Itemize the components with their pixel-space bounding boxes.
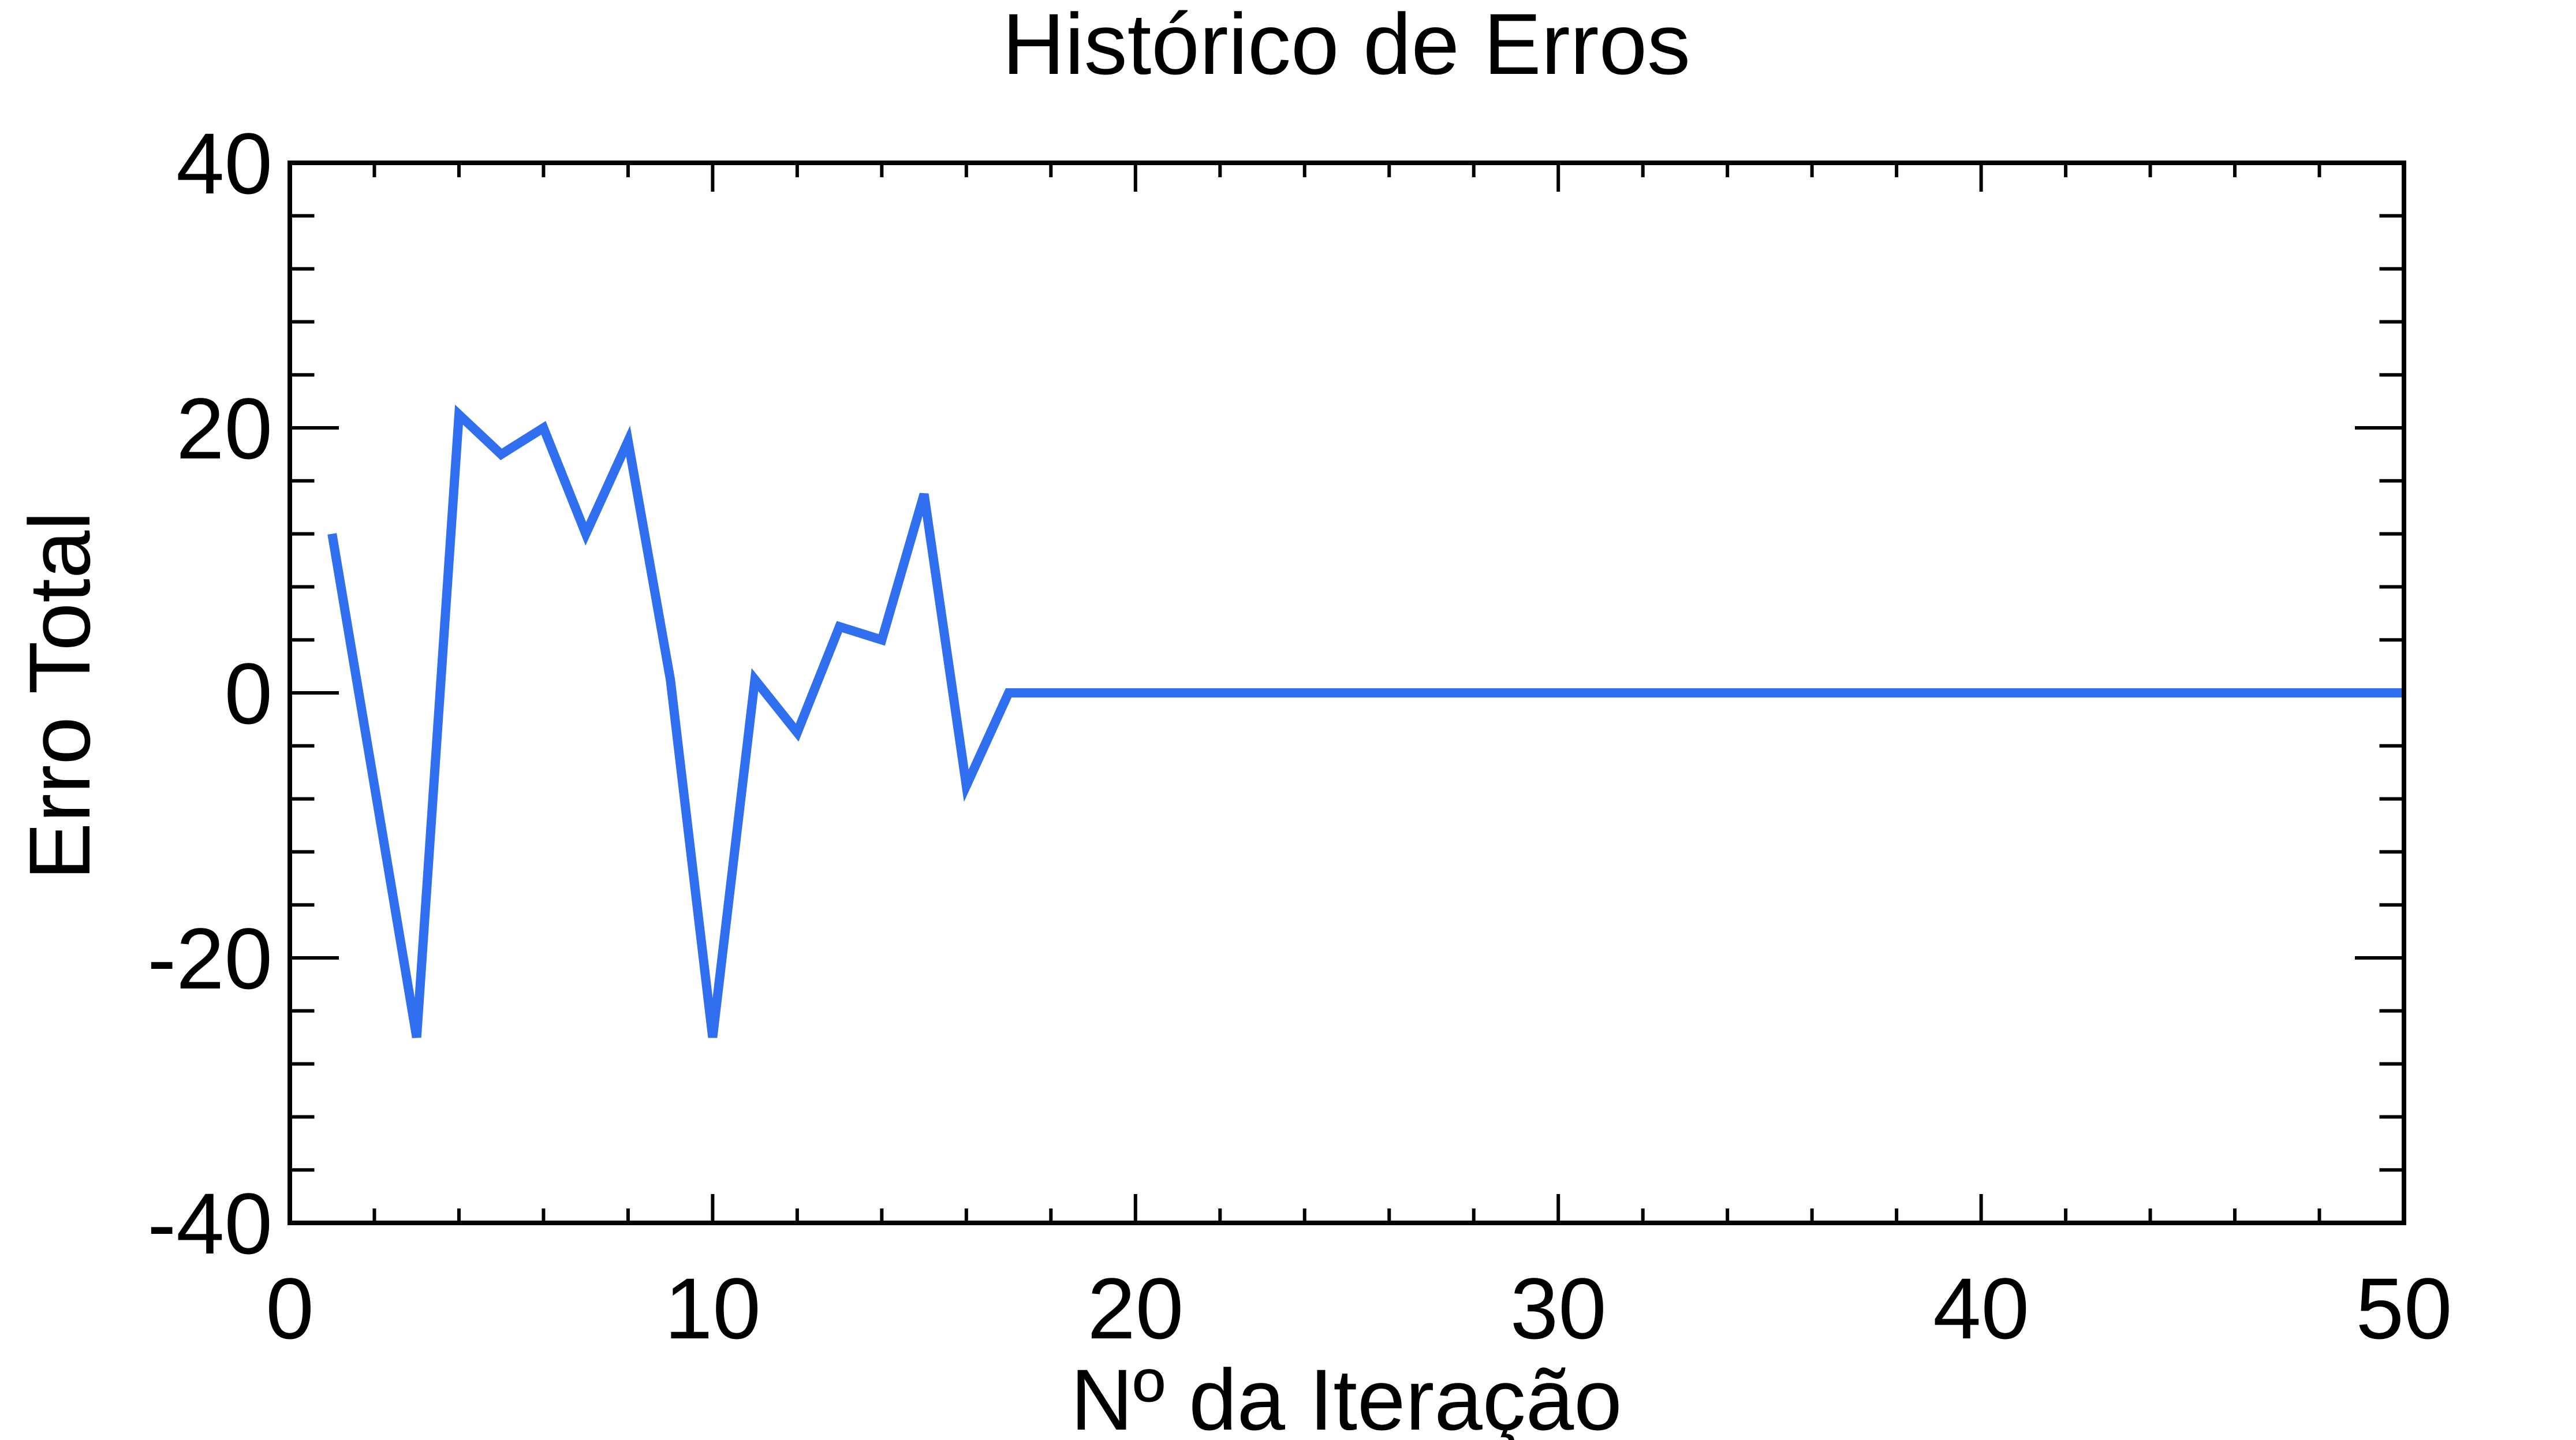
y-tick-label: 40 [176, 115, 272, 212]
x-axis-label: Nº da Iteração [1070, 1351, 1622, 1440]
x-tick-label: 10 [664, 1260, 761, 1357]
plot-frame [288, 161, 2406, 1225]
series-layer [327, 404, 2404, 1039]
x-tick-label: 20 [1087, 1260, 1184, 1357]
y-axis-label: Erro Total [11, 511, 108, 880]
x-tick-label: 50 [2356, 1260, 2452, 1357]
x-tick-label: 40 [1933, 1260, 2029, 1357]
x-tick-label: 0 [266, 1260, 313, 1357]
y-tick-label: -20 [147, 910, 272, 1007]
axis-ticks [288, 161, 2406, 1225]
y-tick-label: 0 [225, 645, 272, 742]
y-tick-label: 20 [176, 380, 272, 477]
y-tick-labels: -40 -20 0 20 40 [147, 115, 272, 1272]
plot-area [288, 161, 2406, 1225]
chart-title: Histórico de Erros [1002, 0, 1690, 92]
x-tick-labels: 0 10 20 30 40 50 [266, 1260, 2452, 1357]
series-line [327, 404, 2404, 1039]
y-tick-label: -40 [147, 1175, 272, 1272]
x-tick-label: 30 [1510, 1260, 1607, 1357]
